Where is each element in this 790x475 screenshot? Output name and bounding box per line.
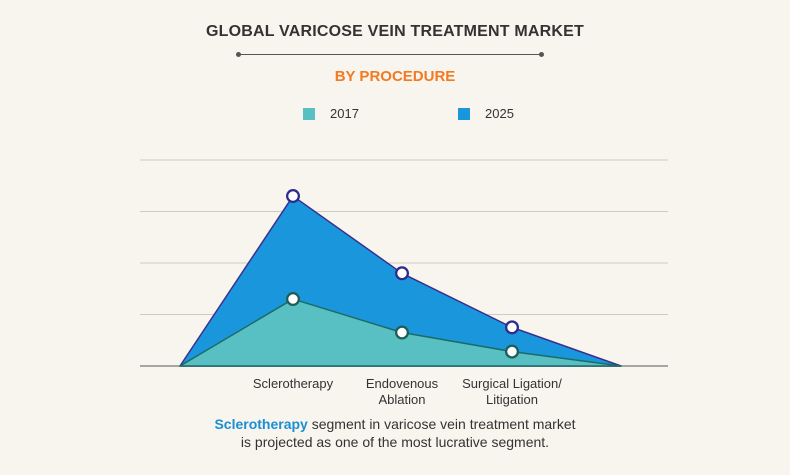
x-tick-label: Surgical Ligation/Litigation	[442, 376, 582, 408]
divider-dot-left	[236, 52, 241, 57]
caption: Sclerotherapy segment in varicose vein t…	[0, 415, 790, 451]
chart-title: GLOBAL VARICOSE VEIN TREATMENT MARKET	[205, 23, 585, 40]
data-point-2025	[288, 191, 298, 201]
legend-label-2017: 2017	[330, 106, 359, 121]
caption-line1: segment in varicose vein treatment marke…	[307, 416, 576, 432]
data-point-2025	[397, 268, 407, 279]
legend-item-2025: 2025	[458, 106, 514, 121]
legend-swatch-2017	[303, 107, 315, 120]
legend-swatch-2025	[458, 107, 470, 120]
title-divider	[236, 52, 544, 57]
data-point-2025	[507, 322, 517, 333]
legend-item-2017: 2017	[303, 106, 359, 121]
legend-label-2025: 2025	[485, 106, 514, 121]
x-tick-label-line: Surgical Ligation/	[462, 376, 562, 391]
caption-highlight: Sclerotherapy	[214, 416, 308, 432]
x-tick-label-line: Ablation	[378, 392, 426, 407]
chart-subtitle: BY PROCEDURE	[334, 68, 456, 85]
x-tick-label: Endovenous Ablation	[332, 376, 472, 408]
data-point-2017	[507, 346, 517, 357]
x-tick-label-line: Litigation	[485, 392, 539, 407]
caption-line2: is projected as one of the most lucrativ…	[240, 434, 550, 450]
data-point-2017	[397, 327, 407, 338]
x-tick-label: Sclerotherapy	[223, 376, 363, 392]
x-tick-label-line: Endovenous	[365, 376, 439, 391]
divider-dot-right	[539, 52, 544, 57]
data-point-2017	[288, 294, 298, 304]
x-tick-label-line: Sclerotherapy	[252, 376, 334, 391]
